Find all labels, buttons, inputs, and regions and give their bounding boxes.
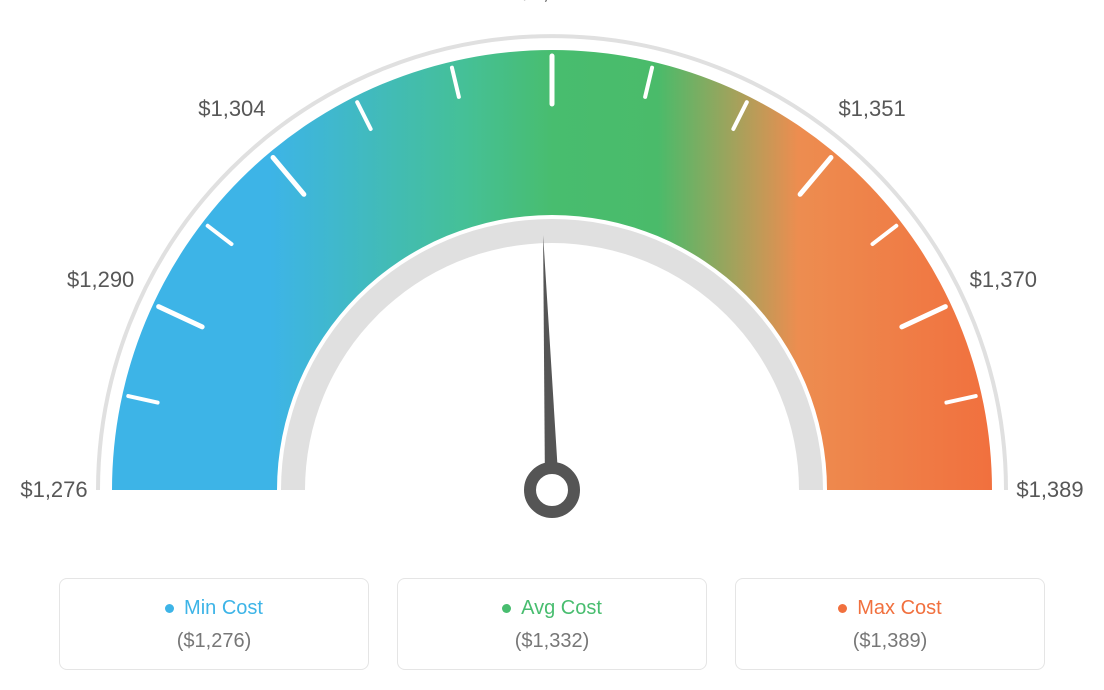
gauge-scale-label: $1,276 [20, 477, 87, 503]
legend-title-max: Max Cost [838, 597, 941, 620]
legend-title-text: Min Cost [184, 597, 263, 620]
legend-value-min: ($1,276) [70, 630, 358, 653]
gauge-scale-label: $1,389 [1016, 477, 1083, 503]
dot-icon [165, 604, 174, 613]
legend-card-min: Min Cost ($1,276) [59, 578, 369, 670]
gauge-chart-container: $1,276 $1,290 $1,304 $1,332 $1,351 $1,370 $1,3… [0, 0, 1104, 690]
gauge-scale-label: $1,290 [67, 267, 134, 293]
gauge-scale-label: $1,370 [970, 267, 1037, 293]
gauge-scale-label: $1,304 [198, 96, 265, 122]
gauge-scale-label: $1,351 [838, 96, 905, 122]
legend-card-avg: Avg Cost ($1,332) [397, 578, 707, 670]
legend-title-avg: Avg Cost [502, 597, 602, 620]
legend-title-text: Avg Cost [521, 597, 602, 620]
legend-title-text: Max Cost [857, 597, 941, 620]
gauge-scale-label: $1,332 [518, 0, 585, 5]
dot-icon [838, 604, 847, 613]
legend-title-min: Min Cost [165, 597, 263, 620]
legend-value-max: ($1,389) [746, 630, 1034, 653]
legend-row: Min Cost ($1,276) Avg Cost ($1,332) Max … [0, 578, 1104, 670]
legend-value-avg: ($1,332) [408, 630, 696, 653]
dot-icon [502, 604, 511, 613]
gauge-svg [0, 0, 1104, 560]
gauge-area: $1,276 $1,290 $1,304 $1,332 $1,351 $1,370 $1,3… [0, 0, 1104, 560]
legend-card-max: Max Cost ($1,389) [735, 578, 1045, 670]
